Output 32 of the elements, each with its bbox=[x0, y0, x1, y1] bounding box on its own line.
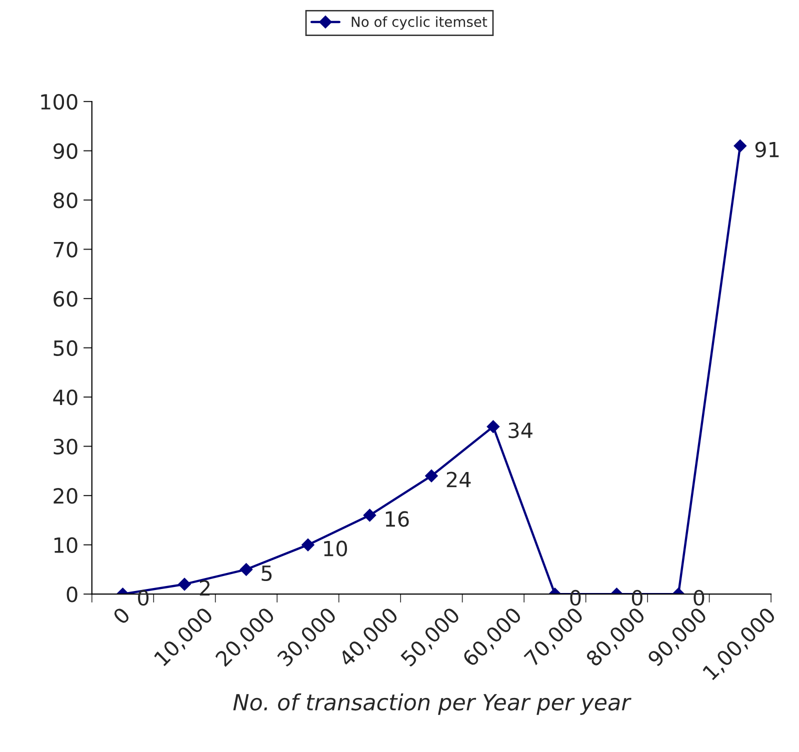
y-tick-label: 90 bbox=[53, 143, 78, 159]
data-label: 0 bbox=[694, 590, 704, 606]
y-tick-label: 40 bbox=[53, 390, 78, 406]
y-tick-label: 20 bbox=[54, 488, 78, 504]
y-tick-label: 30 bbox=[54, 438, 78, 455]
data-label: 2 bbox=[200, 580, 210, 596]
legend-label: No of cyclic itemset bbox=[352, 16, 488, 30]
y-tick-label: 80 bbox=[54, 192, 78, 208]
data-label: 0 bbox=[632, 590, 642, 606]
y-tick-label: 100 bbox=[41, 94, 78, 110]
point bbox=[240, 563, 253, 576]
data-label: 24 bbox=[446, 472, 471, 488]
x-axis-title: No. of transaction per Year per year bbox=[233, 693, 632, 715]
data-label: 16 bbox=[386, 511, 409, 527]
data-label: 91 bbox=[755, 142, 779, 158]
y-tick-label: 70 bbox=[54, 242, 78, 258]
point bbox=[734, 139, 747, 152]
data-label: 0 bbox=[570, 590, 581, 606]
y-tick-label: 50 bbox=[54, 340, 78, 356]
x-tick-label: 0 bbox=[112, 606, 131, 625]
data-label: 5 bbox=[262, 566, 272, 582]
point bbox=[486, 420, 500, 434]
data-label: 0 bbox=[138, 590, 149, 606]
point bbox=[302, 538, 314, 552]
point bbox=[178, 578, 191, 591]
y-tick-label: 10 bbox=[54, 537, 78, 554]
point bbox=[425, 469, 438, 482]
y-tick-label: 0 bbox=[66, 586, 78, 602]
point bbox=[363, 508, 376, 522]
data-label: 34 bbox=[508, 422, 532, 438]
y-tick-label: 60 bbox=[54, 290, 78, 307]
data-label: 10 bbox=[324, 540, 347, 556]
